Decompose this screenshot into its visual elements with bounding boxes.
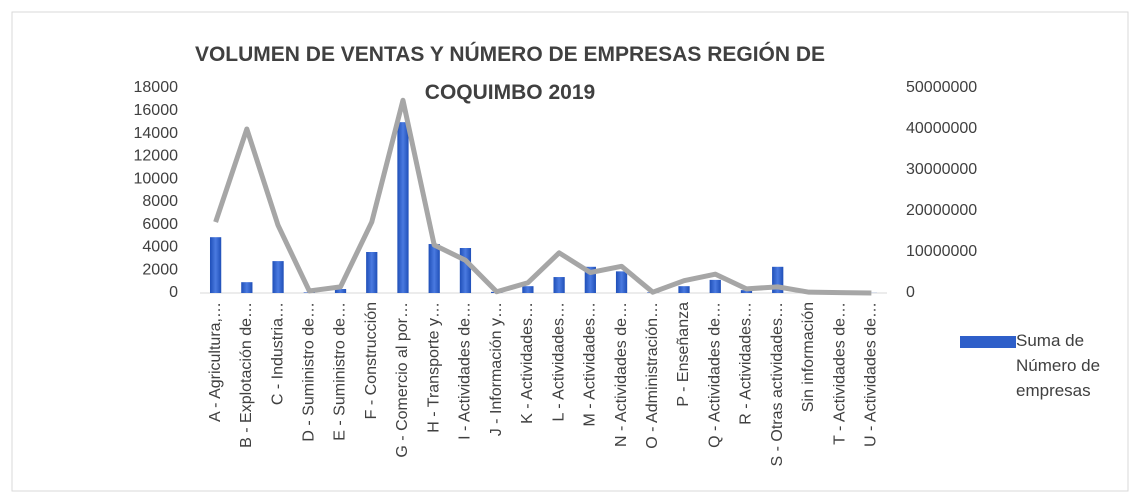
bar <box>209 237 222 293</box>
x-tick-label: D - Suministro de… <box>301 302 318 442</box>
bar <box>366 252 378 293</box>
y2-tick-label: 50000000 <box>906 79 977 96</box>
chart-border <box>11 11 1129 492</box>
x-tick-label: T - Actividades de… <box>831 302 848 445</box>
bar <box>678 286 690 293</box>
x-tick-label: I - Actividades de… <box>457 302 474 440</box>
x-tick-label: J - Información y… <box>488 302 505 436</box>
bar <box>459 248 472 293</box>
legend-label: Suma de Número de empresas <box>1016 331 1101 400</box>
bar <box>397 122 409 294</box>
legend-swatch <box>960 336 1016 348</box>
bar <box>272 261 284 293</box>
bar <box>740 290 753 293</box>
bar <box>615 271 628 293</box>
y2-tick-label: 40000000 <box>906 120 977 137</box>
x-tick-label: R - Actividades… <box>738 302 755 425</box>
bar <box>772 266 784 293</box>
y2-tick-label: 20000000 <box>906 202 977 219</box>
y-tick-label: 18000 <box>134 79 179 96</box>
bar <box>428 244 440 293</box>
y-tick-label: 12000 <box>134 148 179 165</box>
x-tick-label: L - Actividades… <box>550 302 567 421</box>
x-tick-label: P - Enseñanza <box>675 302 692 407</box>
x-tick-label: H - Transporte y… <box>425 302 442 433</box>
x-tick-label: K - Actividades… <box>519 302 536 424</box>
x-tick-label: C - Industria… <box>269 302 286 405</box>
x-tick-label: Q - Actividades de… <box>706 302 723 448</box>
x-tick-label: F - Construcción <box>363 302 380 419</box>
y-tick-label: 10000 <box>134 170 179 187</box>
y-tick-label: 16000 <box>134 102 179 119</box>
y-tick-label: 2000 <box>142 261 178 278</box>
x-tick-label: U - Actividades de… <box>863 302 880 447</box>
x-tick-label: N - Actividades de… <box>613 302 630 447</box>
x-tick-label: M - Actividades… <box>582 302 599 426</box>
line <box>213 97 872 296</box>
bar <box>522 286 534 293</box>
bar <box>709 279 721 293</box>
x-tick-label: S - Otras actividades… <box>769 302 786 467</box>
x-tick-label: B - Explotación de… <box>238 302 255 448</box>
y-tick-label: 14000 <box>134 125 179 142</box>
y2-tick-label: 0 <box>906 284 915 301</box>
bar <box>584 266 596 293</box>
x-tick-label: O - Administración… <box>644 302 661 449</box>
y-tick-label: 8000 <box>142 193 178 210</box>
y-tick-label: 4000 <box>142 239 178 256</box>
x-tick-label: Sin información <box>800 302 817 412</box>
legend: Suma de Número de empresas <box>960 328 1130 403</box>
y-tick-label: 0 <box>169 284 178 301</box>
x-tick-label: G - Comercio al por… <box>394 302 411 458</box>
bar <box>241 282 253 293</box>
y-tick-label: 6000 <box>142 216 178 233</box>
bar <box>553 277 565 293</box>
x-tick-label: E - Suministro de… <box>332 302 349 441</box>
y2-tick-label: 30000000 <box>906 161 977 178</box>
bar <box>334 289 347 293</box>
x-tick-label: A - Agricultura,… <box>207 302 224 422</box>
y2-tick-label: 10000000 <box>906 243 977 260</box>
chart-title: VOLUMEN DE VENTAS Y NÚMERO DE EMPRESAS R… <box>194 43 826 104</box>
